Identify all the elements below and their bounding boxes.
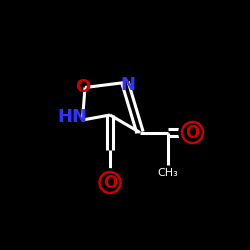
Text: HN: HN xyxy=(58,108,88,126)
Text: N: N xyxy=(120,76,135,94)
Text: CH₃: CH₃ xyxy=(157,168,178,177)
Text: O: O xyxy=(103,174,117,192)
Circle shape xyxy=(179,119,206,146)
Text: O: O xyxy=(75,78,90,96)
Text: O: O xyxy=(186,124,200,142)
Circle shape xyxy=(96,169,124,196)
